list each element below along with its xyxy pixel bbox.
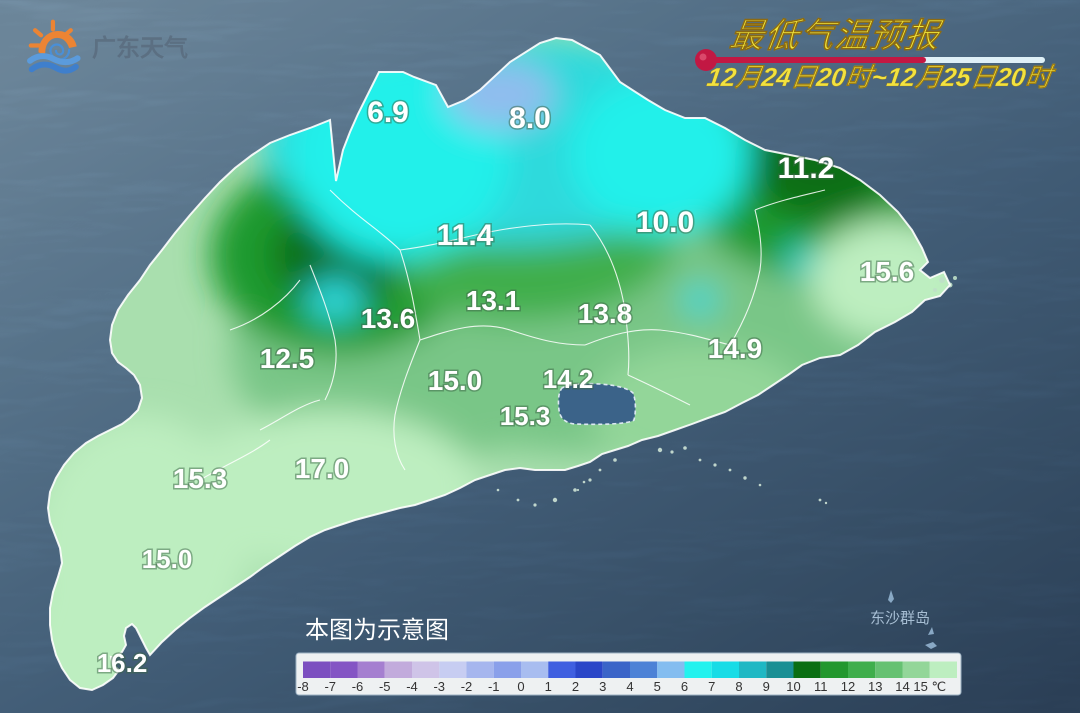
svg-text:13.1: 13.1 [466, 285, 521, 316]
svg-text:16.2: 16.2 [97, 648, 148, 678]
svg-text:-2: -2 [461, 679, 473, 694]
svg-text:6.9: 6.9 [367, 96, 409, 129]
svg-text:-4: -4 [406, 679, 418, 694]
svg-text:8.0: 8.0 [509, 102, 551, 135]
svg-text:-5: -5 [379, 679, 391, 694]
svg-text:10.0: 10.0 [636, 206, 694, 239]
svg-text:东沙群岛: 东沙群岛 [870, 610, 930, 627]
svg-text:11: 11 [814, 679, 828, 694]
svg-text:12.5: 12.5 [260, 343, 315, 374]
svg-text:11.2: 11.2 [778, 152, 835, 185]
svg-text:0: 0 [517, 679, 524, 694]
svg-text:1: 1 [545, 679, 552, 694]
svg-text:12月24日20时~12月25日20时: 12月24日20时~12月25日20时 [705, 62, 1058, 92]
svg-text:9: 9 [763, 679, 770, 694]
svg-text:-3: -3 [433, 679, 445, 694]
svg-text:2: 2 [572, 679, 579, 694]
svg-text:8: 8 [735, 679, 742, 694]
svg-text:-6: -6 [352, 679, 364, 694]
svg-text:15.3: 15.3 [500, 401, 551, 431]
svg-text:13: 13 [868, 679, 882, 694]
svg-text:10: 10 [786, 679, 800, 694]
svg-text:7: 7 [708, 679, 715, 694]
svg-text:3: 3 [599, 679, 606, 694]
svg-text:14: 14 [895, 679, 909, 694]
svg-text:14.2: 14.2 [543, 364, 594, 394]
svg-text:15.0: 15.0 [142, 544, 193, 574]
svg-text:-8: -8 [297, 679, 309, 694]
svg-text:5: 5 [654, 679, 661, 694]
svg-text:15.3: 15.3 [173, 463, 228, 494]
svg-text:15 ℃: 15 ℃ [913, 679, 946, 694]
svg-text:最低气温预报: 最低气温预报 [727, 17, 946, 55]
svg-text:4: 4 [626, 679, 633, 694]
svg-text:17.0: 17.0 [295, 453, 350, 484]
svg-text:本图为示意图: 本图为示意图 [305, 617, 449, 644]
svg-text:-1: -1 [488, 679, 500, 694]
svg-text:6: 6 [681, 679, 688, 694]
svg-text:12: 12 [841, 679, 855, 694]
svg-text:广东天气: 广东天气 [92, 34, 188, 62]
svg-text:13.8: 13.8 [578, 298, 633, 329]
svg-text:11.4: 11.4 [437, 219, 494, 252]
svg-text:-7: -7 [324, 679, 336, 694]
svg-text:14.9: 14.9 [708, 333, 763, 364]
svg-text:13.6: 13.6 [361, 303, 416, 334]
svg-text:15.0: 15.0 [428, 365, 483, 396]
svg-text:15.6: 15.6 [860, 256, 915, 287]
